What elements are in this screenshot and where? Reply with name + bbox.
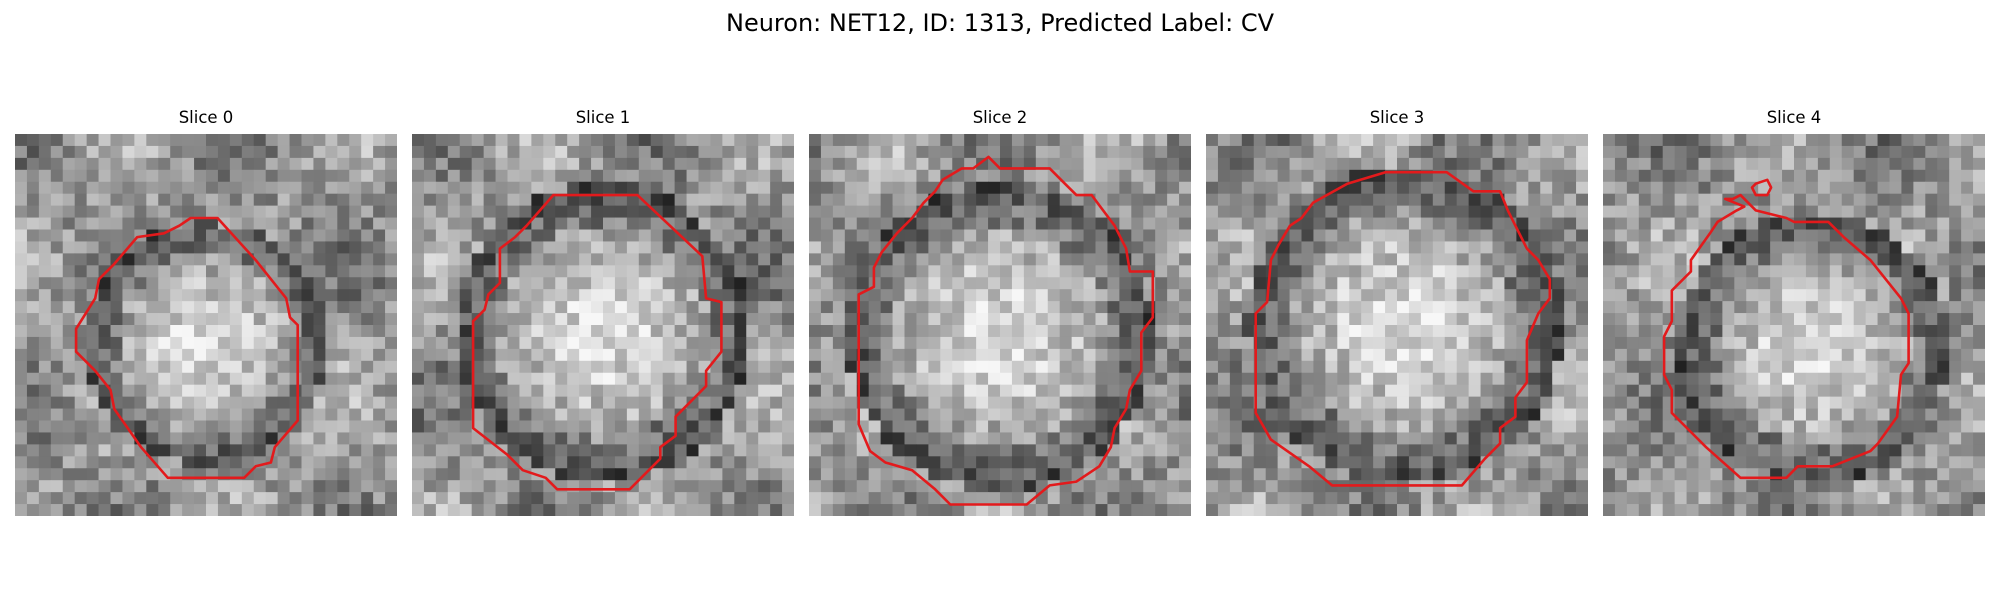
segmentation-contour — [74, 216, 300, 480]
slice-title-3: Slice 3 — [1369, 108, 1425, 127]
slice-panel-4: Slice 4 — [1603, 108, 1985, 516]
pixel-grid — [15, 134, 397, 516]
segmentation-contour-fragment — [1750, 178, 1773, 197]
segmentation-contour — [471, 193, 723, 491]
slice-panel-1: Slice 1 — [412, 108, 794, 516]
slice-panel-0: Slice 0 — [15, 108, 397, 516]
slice-image-3 — [1206, 134, 1588, 516]
pixel-grid — [809, 134, 1191, 516]
segmentation-contour — [1662, 193, 1910, 480]
slice-panel-3: Slice 3 — [1206, 108, 1588, 516]
slice-image-4 — [1603, 134, 1985, 516]
slice-title-1: Slice 1 — [575, 108, 631, 127]
pixel-grid — [1603, 134, 1985, 516]
slice-title-2: Slice 2 — [972, 108, 1028, 127]
slice-title-4: Slice 4 — [1766, 108, 1822, 127]
figure-title: Neuron: NET12, ID: 1313, Predicted Label… — [726, 9, 1274, 37]
slice-image-2 — [809, 134, 1191, 516]
slice-panel-2: Slice 2 — [809, 108, 1191, 516]
pixel-grid — [1206, 134, 1588, 516]
segmentation-contour — [857, 155, 1155, 506]
slice-image-0 — [15, 134, 397, 516]
pixel-grid — [412, 134, 794, 516]
segmentation-contour — [1254, 170, 1552, 487]
slice-image-1 — [412, 134, 794, 516]
slice-title-0: Slice 0 — [178, 108, 234, 127]
